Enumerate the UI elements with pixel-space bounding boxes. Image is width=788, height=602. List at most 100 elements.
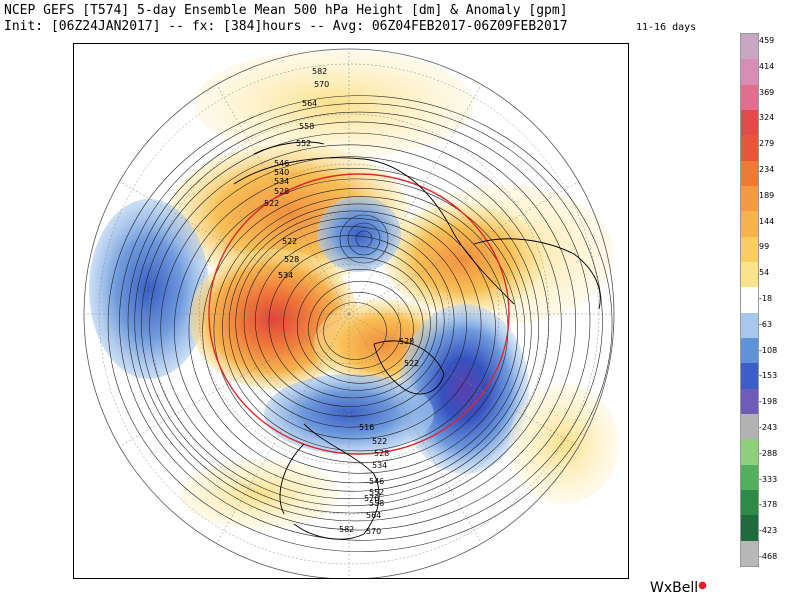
- contour-label: 570: [366, 527, 381, 536]
- colorbar-tick-label: 144: [759, 216, 775, 226]
- height-contour: [188, 178, 526, 484]
- colorbar-segment: [741, 439, 758, 466]
- height-contour: [119, 103, 603, 541]
- contour-label: 546: [274, 159, 289, 168]
- colorbar-segment: [741, 160, 758, 187]
- height-contour: [127, 111, 591, 531]
- colorbar-tick-label: 369: [759, 87, 775, 97]
- anomaly-blue-pacific: [89, 199, 209, 379]
- vortex-contour: [347, 222, 381, 256]
- contour-labels: 5825705645585525465405345285225225285345…: [264, 67, 419, 536]
- colorbar-segment: [741, 59, 758, 86]
- height-contour: [134, 121, 577, 522]
- contour-label: 522: [264, 199, 279, 208]
- colorbar-tick-label: -63: [759, 319, 773, 329]
- range-label: 11-16 days: [636, 22, 697, 33]
- height-contour: [296, 269, 424, 384]
- height-contour: [323, 302, 387, 360]
- height-contour: [149, 144, 549, 507]
- map-panel: 582 570 564 558 552 546 540 534 528 522 522 528 534 5…: [73, 43, 629, 579]
- contour-label: 540: [274, 168, 289, 177]
- height-contour: [222, 203, 496, 452]
- contour-label: 528: [399, 337, 414, 346]
- meridian-line: [348, 313, 579, 447]
- contour-label: 552: [296, 139, 311, 148]
- colorbar-tick-label: -108: [759, 345, 778, 355]
- coastlines: [233, 141, 601, 540]
- hemisphere-map: 5825705645585525465405345285225225285345…: [83, 48, 619, 578]
- colorbar-tick-label: 234: [759, 165, 775, 174]
- colorbar-segment: [741, 84, 758, 111]
- colorbar-segment: [741, 515, 758, 542]
- colorbar-segment: [741, 34, 758, 60]
- meridian-line: [216, 84, 350, 315]
- height-contours: [107, 95, 613, 552]
- vortex-contour: [355, 230, 373, 248]
- height-contour: [174, 167, 532, 492]
- contour-label: 570: [314, 80, 329, 89]
- colorbar-tick-label: 279: [759, 139, 775, 149]
- colorbar-segment: [741, 490, 758, 516]
- colorbar-tick-label: -243: [759, 423, 778, 432]
- init-line: Init: [06Z24JAN2017] -- fx: [384]hours -…: [4, 19, 568, 34]
- colorbar-segment: [741, 540, 758, 567]
- anomaly-colorbar: [740, 33, 759, 567]
- anomaly-yellow-arctic: [194, 49, 474, 159]
- meridian-line: [119, 313, 350, 447]
- contour-label: 558: [299, 122, 314, 131]
- meridian-line: [216, 313, 350, 544]
- contour-label: 582: [312, 67, 327, 76]
- colorbar-tick-label: 189: [759, 190, 775, 200]
- logo-dot-icon: ●: [698, 580, 707, 591]
- colorbar-tick-label: 324: [759, 113, 775, 123]
- colorbar-tick-label: -18: [759, 294, 773, 303]
- contour-label: 522: [372, 437, 387, 446]
- contour-label: 516: [359, 423, 374, 432]
- height-contour: [268, 245, 438, 399]
- height-contour: [283, 257, 431, 391]
- colorbar-segment: [741, 388, 758, 415]
- contour-label: 564: [302, 99, 317, 108]
- height-contour: [107, 95, 613, 552]
- colorbar-tick-label: 459: [759, 36, 775, 45]
- contour-label: 564: [366, 511, 381, 520]
- anomaly-blue-atlantic: [399, 304, 529, 474]
- height-contour: [254, 235, 445, 407]
- colorbar-segment: [741, 287, 758, 314]
- contour-label: 534: [274, 177, 289, 186]
- vortex-contour: [339, 214, 389, 264]
- height-contour: [316, 292, 402, 369]
- colorbar-tick-label: 414: [759, 61, 775, 71]
- contour-label: 552: [369, 488, 384, 497]
- contour-label: 528: [274, 187, 289, 196]
- colorbar-tick-label: 54: [759, 268, 770, 278]
- colorbar-tick-label: -288: [759, 448, 778, 458]
- contour-label: 558: [369, 499, 384, 508]
- colorbar-tick-label: -153: [759, 371, 778, 381]
- contour-label: 576: [364, 494, 379, 503]
- colorbar-segment: [741, 464, 758, 491]
- colorbar-segment: [741, 338, 758, 364]
- colorbar-segment: [741, 236, 758, 263]
- contour-546-red: [208, 173, 510, 455]
- height-contour: [235, 217, 468, 428]
- colorbar-segment: [741, 363, 758, 390]
- height-contour: [228, 210, 482, 440]
- contour-label: 528: [374, 449, 389, 458]
- colorbar-segment: [741, 414, 758, 440]
- colorbar-segment: [741, 110, 758, 136]
- colorbar-tick-label: -198: [759, 397, 778, 407]
- height-contour: [243, 226, 455, 417]
- contour-label: 582: [339, 525, 354, 534]
- anomaly-yellow-nw-atlantic: [509, 384, 619, 504]
- wxbell-logo: WxBell●: [650, 580, 707, 596]
- anomaly-orange-east: [384, 204, 544, 314]
- meridian-line: [348, 313, 482, 544]
- colorbar-segment: [741, 135, 758, 162]
- colorbar-tick-label: -378: [759, 500, 778, 510]
- contour-label: 522: [404, 359, 419, 368]
- meridian-line: [348, 84, 482, 315]
- height-contour: [160, 156, 540, 500]
- colorbar-segment: [741, 186, 758, 212]
- logo-text: WxBell: [650, 580, 699, 596]
